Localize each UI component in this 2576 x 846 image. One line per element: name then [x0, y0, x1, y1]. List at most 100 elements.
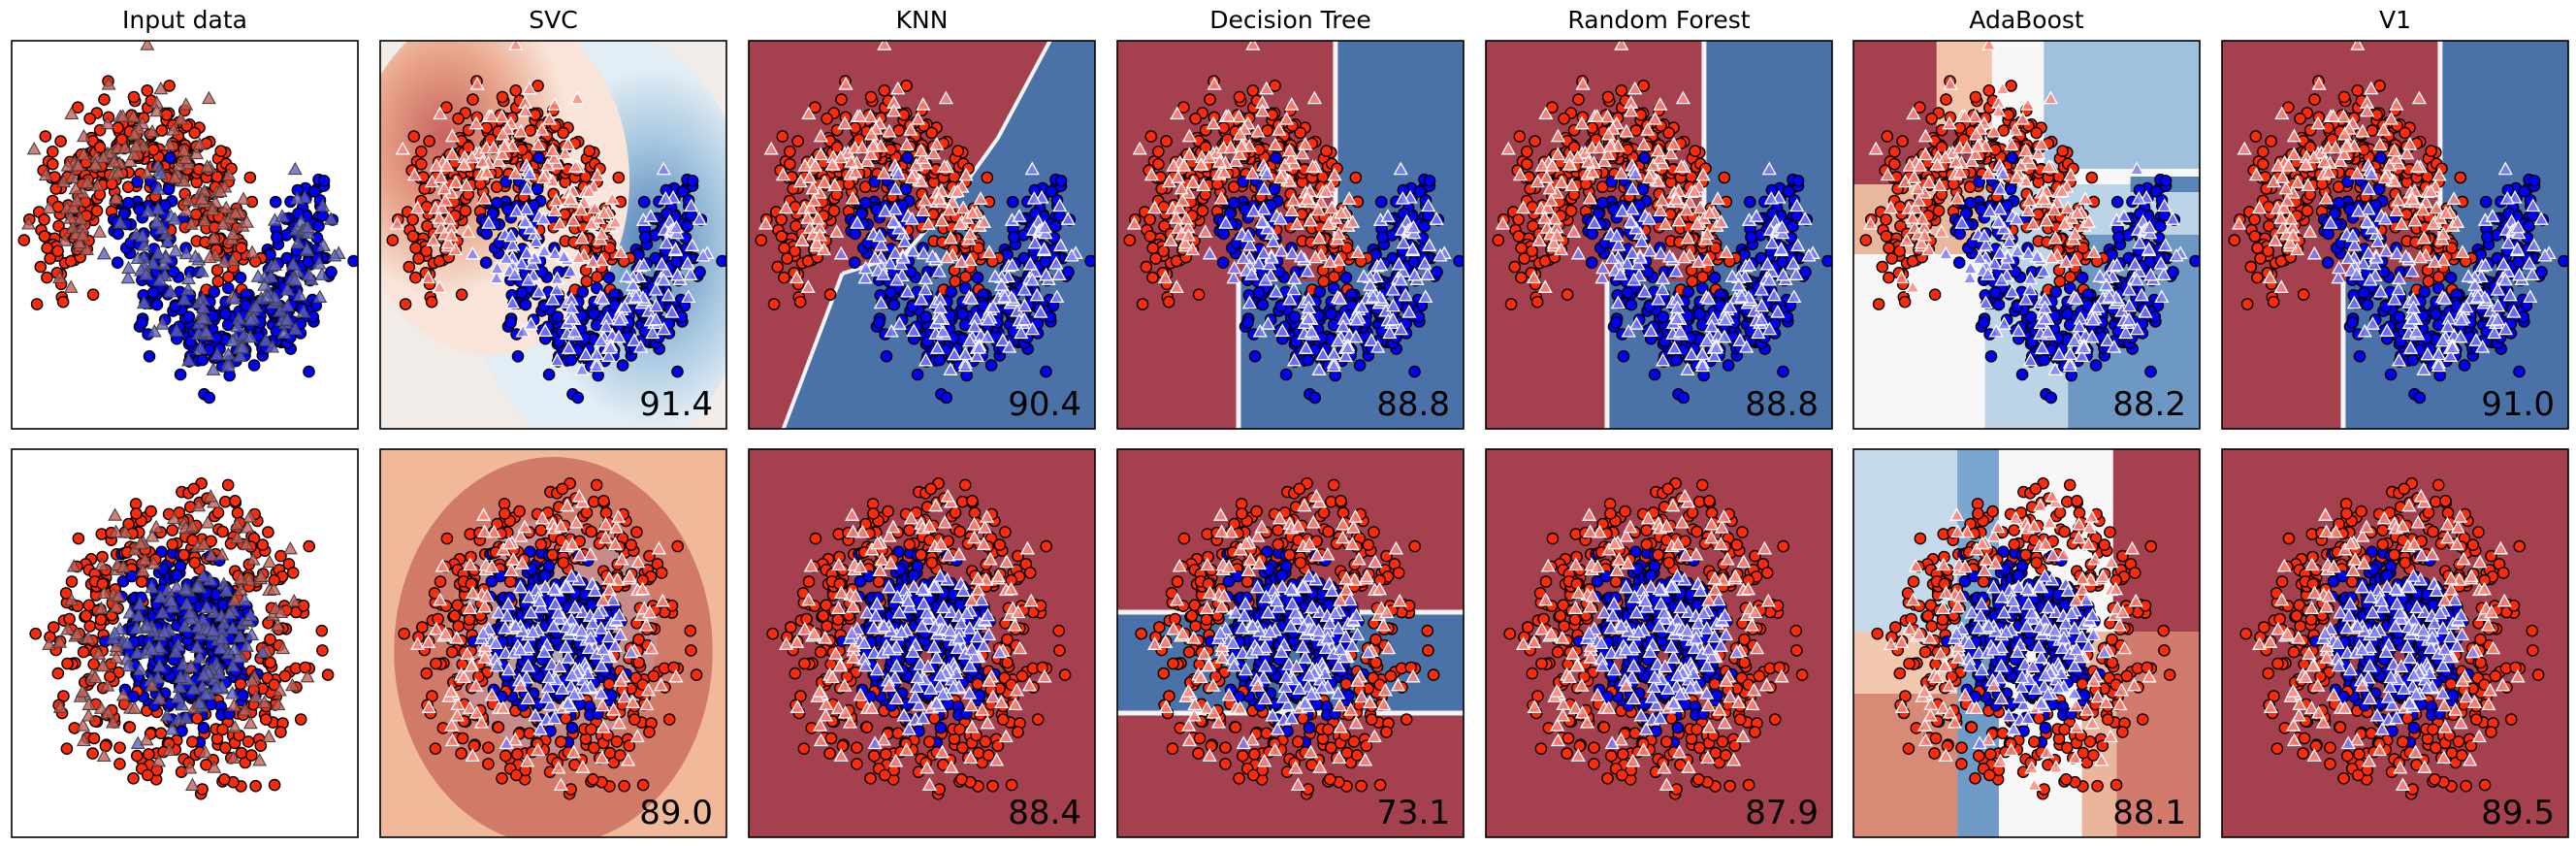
- test-point-class-1: [1604, 250, 1620, 265]
- test-point-class-1: [924, 248, 941, 263]
- train-point-class-1: [1418, 219, 1431, 233]
- test-point-class-0: [432, 211, 447, 224]
- test-point-class-0: [1344, 214, 1361, 228]
- test-point-class-0: [890, 81, 906, 95]
- test-point-class-0: [437, 193, 454, 207]
- test-point-class-1: [1749, 209, 1764, 222]
- test-point-class-1: [1048, 255, 1064, 270]
- test-point-class-0: [1284, 97, 1300, 111]
- test-point-class-0: [1254, 103, 1271, 117]
- test-point-class-0: [127, 126, 142, 141]
- test-point-class-1: [1226, 270, 1241, 284]
- test-point-class-1: [1060, 212, 1076, 225]
- test-point-class-1: [876, 267, 891, 280]
- test-point-class-0: [1562, 157, 1577, 171]
- test-point-class-0: [1627, 81, 1643, 95]
- test-point-class-0: [1531, 233, 1547, 246]
- train-point-class-1: [325, 266, 338, 278]
- train-point-class-0: [1269, 80, 1281, 92]
- test-point-class-0: [581, 183, 596, 198]
- test-point-class-1: [135, 228, 150, 243]
- test-point-class-0: [444, 128, 461, 143]
- test-point-class-1: [600, 348, 617, 362]
- test-point-class-0: [838, 77, 853, 90]
- test-point-class-1: [935, 324, 951, 338]
- test-point-class-1: [654, 256, 669, 271]
- train-point-class-0: [776, 130, 789, 143]
- train-point-class-0: [1914, 101, 1926, 114]
- train-point-class-0: [1527, 219, 1539, 233]
- train-point-class-1: [637, 195, 651, 209]
- test-point-class-1: [156, 256, 172, 271]
- train-point-class-1: [1693, 308, 1706, 321]
- train-point-class-0: [473, 178, 487, 190]
- test-point-class-1: [1761, 321, 1778, 336]
- test-point-class-0: [962, 226, 978, 241]
- test-point-class-0: [794, 233, 810, 246]
- test-point-class-1: [1259, 166, 1274, 180]
- test-point-class-0: [859, 153, 875, 168]
- train-point-class-1: [551, 310, 564, 324]
- test-point-class-1: [481, 215, 497, 229]
- test-point-class-0: [508, 41, 524, 50]
- test-point-class-0: [1157, 270, 1174, 284]
- test-point-class-1: [287, 273, 303, 286]
- test-point-class-0: [778, 200, 794, 214]
- test-point-class-1: [1029, 287, 1045, 302]
- test-point-class-0: [429, 158, 444, 172]
- train-point-class-1: [1984, 349, 1998, 363]
- test-point-class-0: [558, 146, 573, 160]
- test-point-class-1: [889, 272, 905, 286]
- train-point-class-1: [1708, 271, 1722, 284]
- test-point-class-1: [1244, 267, 1260, 280]
- test-point-class-0: [800, 211, 816, 224]
- train-point-class-0: [959, 271, 972, 283]
- test-point-class-1: [169, 323, 184, 337]
- test-point-class-1: [1661, 248, 1678, 263]
- train-point-class-1: [234, 271, 247, 284]
- test-point-class-1: [1016, 311, 1032, 326]
- test-point-class-0: [494, 109, 510, 123]
- test-point-class-0: [192, 137, 208, 150]
- test-point-class-1: [1754, 311, 1769, 326]
- test-point-class-1: [1433, 247, 1448, 262]
- train-point-class-1: [1353, 359, 1367, 372]
- train-point-class-0: [462, 141, 475, 154]
- train-point-class-1: [1325, 308, 1337, 321]
- train-point-class-0: [1896, 135, 1909, 147]
- train-point-class-0: [821, 113, 833, 125]
- test-point-class-0: [1223, 140, 1239, 154]
- test-point-class-0: [1549, 227, 1565, 242]
- train-point-class-0: [121, 180, 135, 193]
- train-point-class-0: [1515, 242, 1528, 254]
- test-point-class-0: [126, 146, 142, 160]
- test-point-class-1: [1052, 198, 1068, 212]
- train-point-class-1: [117, 207, 131, 220]
- train-point-class-0: [1885, 252, 1898, 265]
- train-point-class-0: [412, 252, 425, 265]
- test-point-class-1: [932, 310, 948, 325]
- test-point-class-0: [1307, 249, 1324, 264]
- test-point-class-0: [178, 203, 194, 216]
- train-point-class-0: [1637, 80, 1650, 92]
- test-point-class-0: [1196, 178, 1211, 191]
- test-point-class-0: [865, 139, 881, 152]
- test-point-class-1: [669, 267, 686, 281]
- train-point-class-1: [143, 349, 156, 363]
- test-point-class-0: [1259, 81, 1274, 95]
- test-point-class-0: [1282, 143, 1298, 157]
- test-point-class-0: [570, 249, 587, 264]
- panel-frame: [379, 40, 727, 430]
- train-point-class-0: [211, 275, 225, 288]
- test-point-class-0: [177, 143, 192, 157]
- test-point-class-1: [1356, 269, 1371, 282]
- test-point-class-0: [448, 175, 464, 189]
- test-point-class-0: [1542, 180, 1558, 195]
- test-point-class-0: [1231, 109, 1247, 123]
- test-point-class-1: [594, 333, 609, 347]
- test-point-class-1: [1064, 247, 1079, 262]
- test-point-class-0: [1211, 153, 1228, 168]
- train-point-class-0: [864, 90, 878, 104]
- test-point-class-0: [1546, 235, 1562, 249]
- test-point-class-1: [258, 333, 274, 346]
